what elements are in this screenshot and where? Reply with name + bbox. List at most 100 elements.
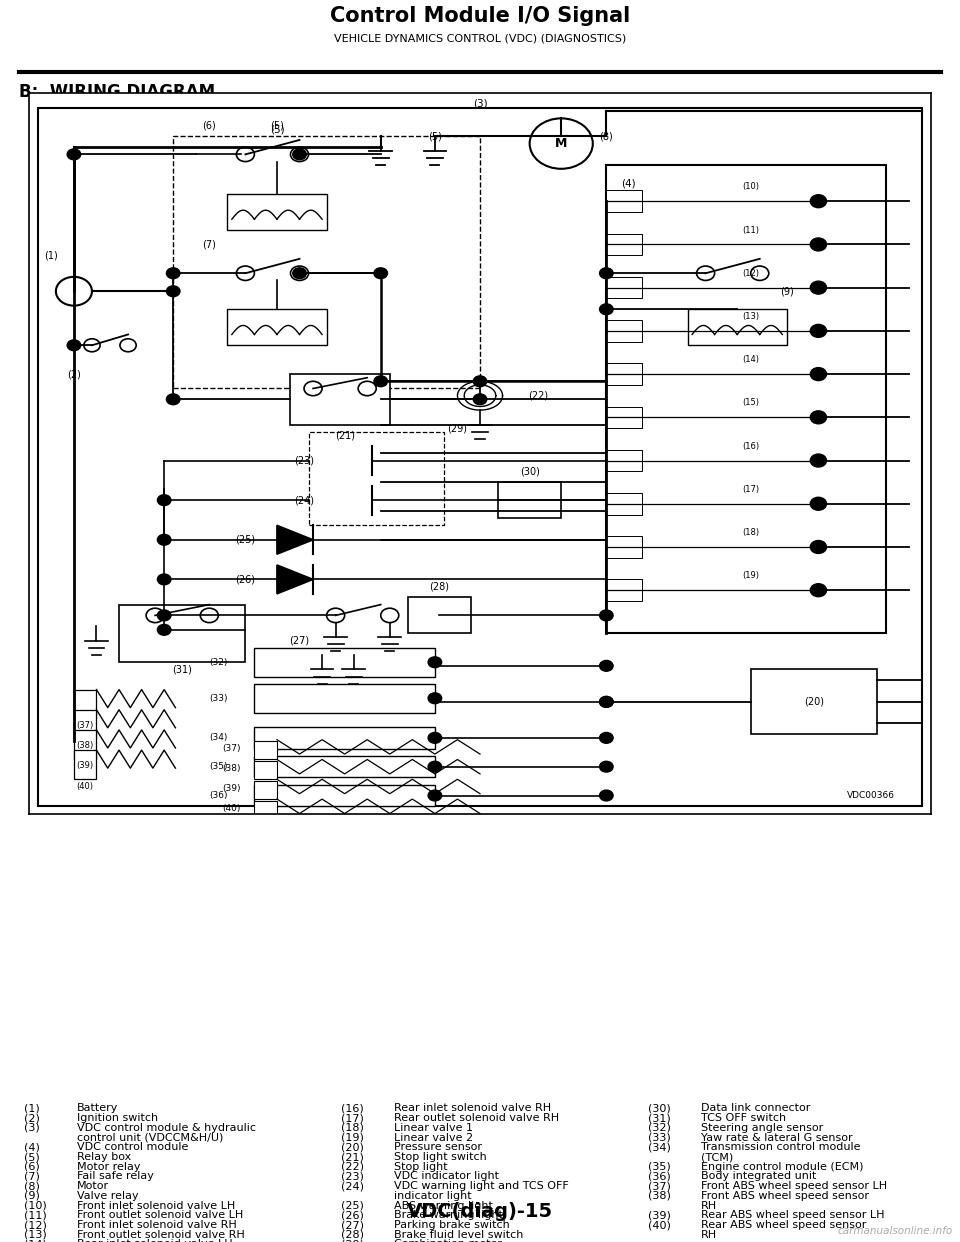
Text: (40): (40) — [648, 1220, 671, 1230]
Bar — [607, 190, 642, 212]
Text: indicator light: indicator light — [394, 1191, 471, 1201]
Bar — [254, 785, 435, 806]
Text: Steering angle sensor: Steering angle sensor — [701, 1123, 823, 1133]
Text: (24): (24) — [294, 496, 314, 505]
Circle shape — [291, 266, 308, 281]
Text: (29): (29) — [447, 424, 468, 433]
Bar — [291, 374, 390, 425]
Bar — [119, 605, 246, 662]
Text: (13): (13) — [742, 312, 759, 320]
Circle shape — [810, 238, 827, 251]
Circle shape — [810, 281, 827, 294]
Text: Motor relay: Motor relay — [77, 1161, 140, 1171]
Text: (40): (40) — [77, 781, 94, 791]
Polygon shape — [276, 525, 313, 554]
Text: Rear outlet solenoid valve RH: Rear outlet solenoid valve RH — [394, 1113, 559, 1123]
Text: VDC00366: VDC00366 — [847, 791, 895, 800]
Circle shape — [810, 497, 827, 510]
Text: VDC warning light and TCS OFF: VDC warning light and TCS OFF — [394, 1181, 568, 1191]
Bar — [74, 709, 96, 739]
Text: (6): (6) — [203, 120, 216, 130]
Text: (5): (5) — [428, 132, 442, 142]
Text: Brake fluid level switch: Brake fluid level switch — [394, 1230, 523, 1240]
Circle shape — [600, 733, 613, 743]
Text: (37): (37) — [77, 722, 94, 730]
Bar — [607, 579, 642, 601]
Bar — [254, 741, 276, 760]
Text: (33): (33) — [209, 694, 228, 703]
Text: Front ABS wheel speed sensor: Front ABS wheel speed sensor — [701, 1191, 869, 1201]
Bar — [687, 309, 787, 345]
Text: VDC control module & hydraulic: VDC control module & hydraulic — [77, 1123, 255, 1133]
Text: (21): (21) — [341, 1153, 364, 1163]
Bar — [498, 482, 562, 518]
Text: RH: RH — [701, 1201, 717, 1211]
Text: (36): (36) — [209, 791, 228, 800]
Bar — [607, 233, 642, 256]
Circle shape — [157, 494, 171, 505]
Text: (36): (36) — [648, 1171, 671, 1181]
Text: VDC(diag)-15: VDC(diag)-15 — [407, 1202, 553, 1221]
Circle shape — [600, 790, 613, 801]
Circle shape — [374, 376, 388, 386]
Bar — [408, 597, 471, 633]
Bar — [607, 406, 642, 428]
Circle shape — [166, 394, 180, 405]
Text: (31): (31) — [648, 1113, 671, 1123]
Text: B:  WIRING DIAGRAM: B: WIRING DIAGRAM — [19, 83, 215, 101]
Circle shape — [600, 661, 613, 671]
Bar — [173, 137, 480, 389]
Text: (7): (7) — [24, 1171, 40, 1181]
Circle shape — [236, 266, 254, 281]
Text: (17): (17) — [341, 1113, 364, 1123]
Circle shape — [600, 268, 613, 278]
Text: (24): (24) — [341, 1181, 364, 1191]
Text: (40): (40) — [223, 804, 241, 812]
Text: control unit (VDCCM&H/U): control unit (VDCCM&H/U) — [77, 1133, 223, 1143]
Text: (22): (22) — [341, 1161, 364, 1171]
Text: (10): (10) — [742, 183, 759, 191]
Text: Front ABS wheel speed sensor LH: Front ABS wheel speed sensor LH — [701, 1181, 887, 1191]
Bar — [607, 320, 642, 342]
Text: (21): (21) — [335, 430, 354, 441]
Text: (4): (4) — [24, 1143, 40, 1153]
Circle shape — [157, 625, 171, 635]
Circle shape — [530, 118, 592, 169]
Text: (35): (35) — [648, 1161, 671, 1171]
Text: (9): (9) — [24, 1191, 40, 1201]
Text: Front inlet solenoid valve RH: Front inlet solenoid valve RH — [77, 1220, 236, 1230]
Text: (16): (16) — [341, 1103, 364, 1114]
Text: (20): (20) — [804, 697, 824, 707]
Text: (23): (23) — [294, 456, 314, 466]
Text: Battery: Battery — [77, 1103, 118, 1114]
Circle shape — [291, 148, 308, 161]
Circle shape — [146, 609, 164, 622]
Text: (33): (33) — [648, 1133, 671, 1143]
Text: M: M — [555, 137, 567, 150]
Text: (39): (39) — [223, 784, 241, 792]
Circle shape — [157, 610, 171, 621]
Bar — [607, 364, 642, 385]
Bar — [254, 648, 435, 677]
Circle shape — [374, 268, 388, 278]
Bar — [607, 450, 642, 472]
Text: (38): (38) — [648, 1191, 671, 1201]
Text: (28): (28) — [429, 581, 449, 591]
Circle shape — [120, 339, 136, 351]
Text: (14): (14) — [24, 1240, 47, 1242]
Text: (25): (25) — [235, 535, 255, 545]
Text: Engine control module (ECM): Engine control module (ECM) — [701, 1161, 863, 1171]
Text: (22): (22) — [529, 391, 549, 401]
Circle shape — [293, 149, 306, 160]
Text: (12): (12) — [24, 1220, 47, 1230]
Text: Rear inlet solenoid valve RH: Rear inlet solenoid valve RH — [394, 1103, 551, 1114]
Text: (29): (29) — [341, 1240, 364, 1242]
Bar — [254, 727, 435, 749]
Circle shape — [293, 268, 306, 278]
Text: Combination meter: Combination meter — [394, 1240, 501, 1242]
Text: Front outlet solenoid valve LH: Front outlet solenoid valve LH — [77, 1210, 243, 1221]
Circle shape — [600, 610, 613, 621]
Text: (15): (15) — [742, 399, 759, 407]
Circle shape — [166, 268, 180, 278]
Circle shape — [697, 266, 714, 281]
